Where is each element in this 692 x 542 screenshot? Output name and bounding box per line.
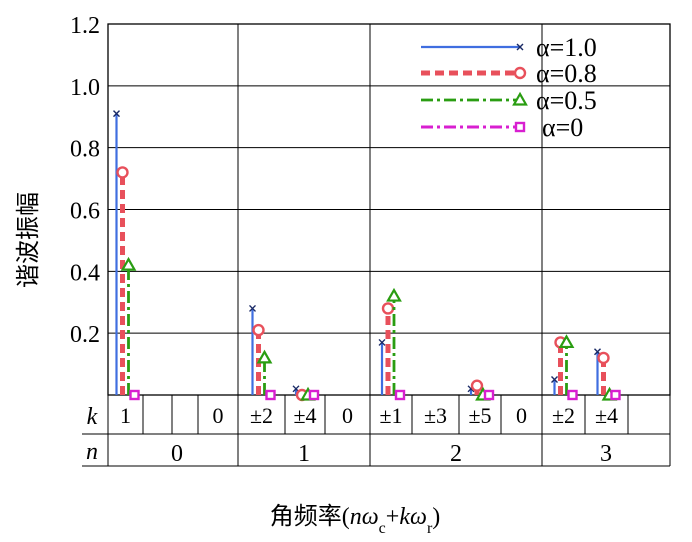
stem-marker bbox=[394, 389, 406, 401]
stem-marker bbox=[256, 349, 273, 364]
k-row-label: k bbox=[87, 404, 98, 430]
stem-marker bbox=[386, 287, 402, 302]
k-tick-label: ±2 bbox=[552, 403, 575, 428]
stem-marker bbox=[129, 389, 140, 401]
stem-series bbox=[113, 110, 621, 402]
n-tick-label: 2 bbox=[450, 441, 462, 467]
y-tick-label: 1.0 bbox=[70, 75, 100, 101]
stem-marker bbox=[252, 323, 265, 337]
marker-stroke bbox=[292, 385, 300, 393]
legend-label: α=0 bbox=[542, 113, 583, 142]
legend-marker bbox=[513, 66, 527, 80]
n-tick-label: 1 bbox=[298, 441, 310, 467]
marker-stroke bbox=[378, 338, 386, 346]
stem-marker bbox=[113, 110, 120, 118]
y-tick-label: 0.8 bbox=[70, 137, 100, 163]
stem-marker bbox=[470, 379, 484, 392]
legend-label: α=1.0 bbox=[536, 33, 597, 62]
stem-marker bbox=[120, 256, 137, 271]
y-tick-labels: 0.2 0.4 0.6 0.8 1.0 1.2 bbox=[70, 13, 100, 348]
legend: α=1.0α=0.8α=0.5α=0 bbox=[421, 33, 597, 142]
stem-marker bbox=[558, 334, 575, 349]
k-tick-label: ±1 bbox=[379, 403, 402, 428]
stem-marker bbox=[483, 389, 495, 401]
stem-marker bbox=[378, 338, 386, 346]
n-row-label: n bbox=[86, 439, 98, 465]
marker-stroke bbox=[249, 304, 256, 312]
y-axis-label: 谐波振幅 bbox=[15, 192, 42, 288]
stem-marker bbox=[116, 166, 129, 179]
stem-marker bbox=[567, 389, 578, 401]
stem-marker bbox=[381, 302, 395, 315]
k-tick-label: ±2 bbox=[250, 403, 273, 428]
stem-marker bbox=[610, 389, 621, 401]
k-tick-label: ±4 bbox=[293, 403, 316, 428]
y-tick-label: 0.4 bbox=[70, 260, 100, 286]
k-tick-label: 1 bbox=[120, 403, 131, 428]
k-tick-label: 0 bbox=[342, 403, 353, 428]
k-tick-label: 0 bbox=[213, 403, 224, 428]
k-tick-label: ±5 bbox=[468, 403, 491, 428]
x-label-table: kn1 0 ±2 ±4 0 ±1 ±3 ±5 0 ±2 ±40 1 2 3 bbox=[82, 395, 671, 467]
y-tick-label: 0.2 bbox=[70, 322, 100, 348]
legend-marker bbox=[514, 121, 526, 133]
legend-marker bbox=[512, 91, 528, 106]
stem-marker bbox=[249, 304, 256, 312]
legend-marker bbox=[516, 43, 524, 51]
n-tick-label: 3 bbox=[600, 441, 612, 467]
series-0 bbox=[113, 110, 601, 395]
marker-stroke bbox=[113, 110, 120, 118]
stem-marker bbox=[265, 389, 276, 401]
series-1 bbox=[116, 166, 610, 402]
marker-stroke bbox=[551, 376, 558, 384]
stem-marker bbox=[597, 351, 610, 365]
series-3 bbox=[129, 389, 621, 401]
k-tick-label: ±4 bbox=[595, 403, 618, 428]
n-tick-label: 0 bbox=[171, 441, 183, 467]
marker-stroke bbox=[594, 348, 601, 356]
k-tick-label: 0 bbox=[516, 403, 527, 428]
x-axis-label: 角频率(nωc+kωr) bbox=[270, 503, 441, 537]
k-tick-label: ±3 bbox=[424, 403, 447, 428]
y-tick-label: 1.2 bbox=[70, 13, 100, 39]
y-tick-label: 0.6 bbox=[70, 199, 100, 225]
stem-marker bbox=[308, 389, 320, 401]
legend-label: α=0.8 bbox=[536, 59, 597, 88]
marker-stroke bbox=[516, 43, 524, 51]
legend-label: α=0.5 bbox=[536, 86, 597, 115]
stem-marker bbox=[551, 376, 558, 384]
